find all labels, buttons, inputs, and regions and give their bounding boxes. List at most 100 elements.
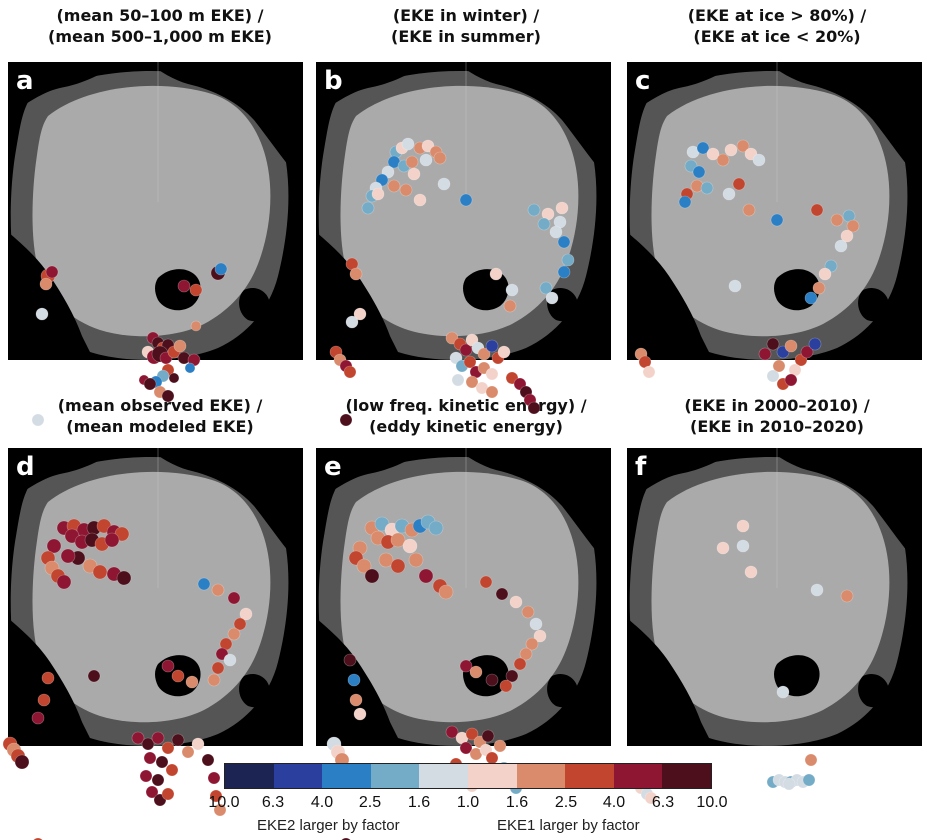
mooring-dot [513, 377, 527, 391]
colorbar-segment [225, 764, 274, 788]
map-panel-b: b [316, 62, 611, 360]
colorbar-tick: 4.0 [602, 794, 626, 811]
panel-c-title-line1: (EKE at ice > 80%) / [687, 6, 867, 25]
panel-c-title-line2: (EKE at ice < 20%) [693, 27, 861, 46]
map-panel-c: c [627, 62, 922, 360]
deep-basin [340, 85, 579, 337]
colorbar-segment [419, 764, 468, 788]
mooring-dot [330, 744, 346, 760]
land-mass [858, 673, 889, 708]
colorbar-segment [322, 764, 371, 788]
panel-c-title: (EKE at ice > 80%) / (EKE at ice < 20%) [627, 5, 927, 47]
panel-d-title: (mean observed EKE) / (mean modeled EKE) [10, 395, 310, 437]
mooring-dot [155, 755, 169, 769]
panel-f-title: (EKE in 2000–2010) / (EKE in 2010–2020) [627, 395, 927, 437]
land-mass [456, 448, 611, 568]
colorbar-segment [565, 764, 614, 788]
panel-e-title-line1: (low freq. kinetic energy) / [345, 396, 587, 415]
mooring-dot [505, 371, 519, 385]
colorbar-segment [370, 764, 420, 788]
colorbar-segment [516, 764, 566, 788]
colorbar-tick: 4.0 [310, 794, 334, 811]
land-mass [239, 287, 270, 322]
land-mass [554, 212, 611, 360]
mooring-dot [778, 775, 792, 789]
panel-b-title: (EKE in winter) / (EKE in summer) [316, 5, 616, 47]
mooring-dot [143, 751, 157, 765]
land-mass [8, 232, 94, 360]
mooring-dot [149, 375, 163, 389]
panel-a-title-line1: (mean 50–100 m EKE) / [56, 6, 264, 25]
land-mass [858, 287, 889, 322]
arctic-basemap [8, 62, 303, 360]
land-mass [627, 62, 737, 116]
mooring-dot [802, 773, 816, 787]
colorbar-segment [613, 764, 663, 788]
mooring-dot [766, 775, 780, 789]
mooring-dot [143, 377, 157, 391]
colorbar [224, 763, 712, 789]
panel-f-title-line1: (EKE in 2000–2010) / [684, 396, 870, 415]
panel-d-title-line1: (mean observed EKE) / [57, 396, 263, 415]
land-mass [774, 655, 820, 697]
deep-basin [32, 85, 271, 337]
land-mass [767, 448, 922, 568]
deep-basin [651, 85, 890, 337]
land-mass [246, 598, 303, 746]
mooring-dot [145, 785, 159, 799]
map-panel-f: f [627, 448, 922, 746]
land-mass [316, 232, 402, 360]
land-mass [8, 658, 27, 714]
panel-b-title-line2: (EKE in summer) [391, 27, 541, 46]
panel-b-title-line1: (EKE in winter) / [392, 6, 540, 25]
mooring-dot [151, 773, 165, 787]
land-mass [316, 658, 335, 714]
mooring-dot [161, 363, 175, 377]
colorbar-segment [273, 764, 323, 788]
land-mass [456, 62, 611, 182]
colorbar-tick: 1.6 [407, 794, 431, 811]
mooring-dot [343, 365, 357, 379]
mooring-dot [184, 362, 196, 374]
land-mass [554, 598, 611, 746]
panel-letter-d: d [16, 452, 35, 482]
mooring-dot [784, 373, 798, 387]
mooring-dot [139, 769, 153, 783]
land-mass [239, 673, 270, 708]
land-mass [8, 62, 118, 116]
colorbar-right-label: EKE1 larger by factor [497, 817, 640, 834]
colorbar-tick: 10.0 [208, 794, 240, 811]
panel-e-title-line2: (eddy kinetic energy) [369, 417, 563, 436]
mooring-dot [156, 369, 170, 383]
land-mass [547, 673, 578, 708]
mooring-dot [766, 369, 780, 383]
mooring-dot [339, 359, 353, 373]
land-mass [627, 232, 713, 360]
land-mass [148, 62, 303, 182]
mooring-dot [788, 363, 802, 377]
mooring-dot [784, 775, 798, 789]
mooring-dot [138, 374, 150, 386]
colorbar-segment [662, 764, 711, 788]
land-mass [463, 269, 509, 311]
mooring-dot [165, 763, 179, 777]
colorbar-tick: 1.6 [505, 794, 529, 811]
mooring-dot [207, 771, 221, 785]
mooring-dot [790, 773, 804, 787]
arctic-basemap [627, 448, 922, 746]
deep-basin [340, 471, 579, 723]
mooring-dot [485, 367, 499, 381]
mooring-dot [796, 775, 810, 789]
arctic-basemap [316, 448, 611, 746]
land-mass [8, 272, 27, 328]
panel-letter-f: f [635, 452, 647, 482]
deep-basin [651, 471, 890, 723]
land-mass [8, 448, 118, 502]
mooring-dot [776, 377, 790, 391]
mooring-dot [475, 381, 489, 395]
land-mass [627, 272, 646, 328]
mooring-dot [153, 793, 167, 807]
mooring-dot [465, 375, 479, 389]
mooring-dot [181, 745, 195, 759]
colorbar-tick: 6.3 [261, 794, 285, 811]
